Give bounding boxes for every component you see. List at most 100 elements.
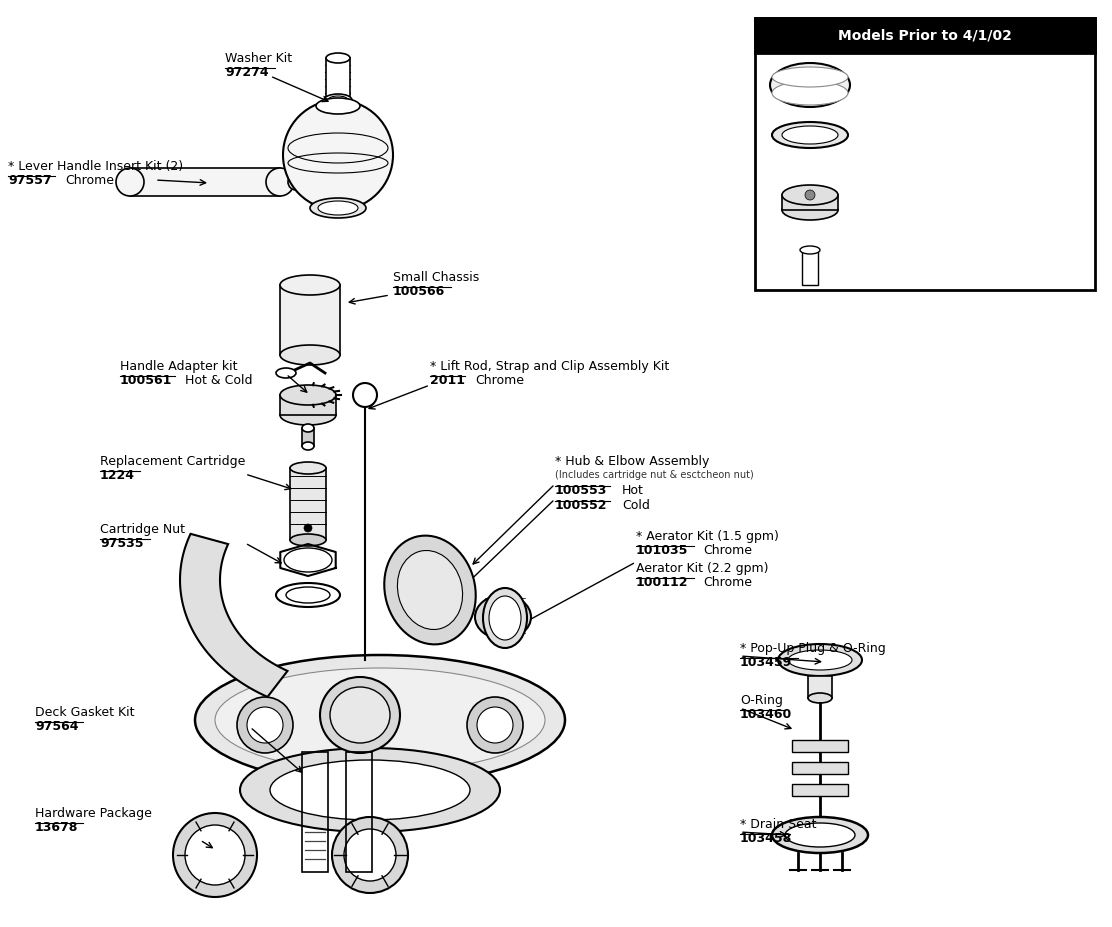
Circle shape bbox=[805, 190, 815, 200]
Ellipse shape bbox=[195, 655, 565, 785]
Ellipse shape bbox=[772, 817, 868, 853]
Ellipse shape bbox=[247, 707, 282, 743]
Text: 103458: 103458 bbox=[739, 832, 792, 845]
Text: * Pop-Up Plug & O-Ring: * Pop-Up Plug & O-Ring bbox=[739, 642, 886, 655]
Text: Chrome: Chrome bbox=[475, 374, 524, 387]
Text: 100112: 100112 bbox=[636, 576, 688, 589]
Bar bbox=[755, 18, 1095, 53]
Bar bbox=[290, 468, 326, 540]
Ellipse shape bbox=[276, 583, 340, 607]
Ellipse shape bbox=[237, 697, 292, 753]
Ellipse shape bbox=[316, 98, 360, 114]
Text: * Hub & Elbow Assembly: * Hub & Elbow Assembly bbox=[555, 455, 709, 468]
Ellipse shape bbox=[240, 748, 500, 832]
Ellipse shape bbox=[475, 595, 532, 639]
Text: Hot: Hot bbox=[622, 484, 644, 497]
Ellipse shape bbox=[280, 275, 340, 295]
Text: 97564: 97564 bbox=[34, 720, 79, 733]
Ellipse shape bbox=[808, 693, 832, 703]
Text: 103460: 103460 bbox=[739, 708, 792, 721]
Text: 97274: 97274 bbox=[225, 66, 269, 79]
Ellipse shape bbox=[489, 596, 522, 640]
Text: 100552: 100552 bbox=[555, 499, 607, 512]
Ellipse shape bbox=[332, 817, 408, 893]
Ellipse shape bbox=[310, 198, 366, 218]
Text: Replacement Cartridge: Replacement Cartridge bbox=[100, 455, 246, 468]
Text: Small Chassis: Small Chassis bbox=[393, 271, 479, 284]
Text: 97557: 97557 bbox=[8, 174, 51, 187]
Ellipse shape bbox=[770, 63, 850, 107]
Text: Handle Adapter kit: Handle Adapter kit bbox=[120, 360, 238, 373]
Ellipse shape bbox=[782, 200, 838, 220]
Bar bbox=[755, 18, 1095, 290]
Ellipse shape bbox=[280, 405, 336, 425]
Text: 97535: 97535 bbox=[100, 537, 143, 550]
Text: Deck Gasket Kit: Deck Gasket Kit bbox=[34, 706, 135, 719]
Ellipse shape bbox=[266, 168, 294, 196]
Ellipse shape bbox=[173, 813, 257, 897]
Text: Hardware Package: Hardware Package bbox=[34, 807, 152, 820]
Bar bbox=[326, 58, 350, 100]
Ellipse shape bbox=[397, 551, 463, 629]
Ellipse shape bbox=[280, 385, 336, 405]
Circle shape bbox=[353, 383, 377, 407]
Ellipse shape bbox=[782, 185, 838, 205]
Text: * Drain Seat: * Drain Seat bbox=[739, 818, 816, 831]
Ellipse shape bbox=[270, 760, 470, 820]
Text: Cold: Cold bbox=[622, 499, 649, 512]
Bar bbox=[792, 762, 848, 774]
Ellipse shape bbox=[116, 168, 143, 196]
Text: 1224: 1224 bbox=[100, 469, 135, 482]
Ellipse shape bbox=[467, 697, 523, 753]
Ellipse shape bbox=[385, 536, 476, 644]
Text: Cartridge Nut: Cartridge Nut bbox=[100, 523, 185, 536]
Ellipse shape bbox=[318, 201, 358, 215]
Ellipse shape bbox=[302, 442, 314, 450]
Bar bbox=[280, 285, 340, 355]
Ellipse shape bbox=[320, 677, 400, 753]
Bar bbox=[346, 752, 373, 872]
Bar bbox=[782, 195, 838, 210]
Text: Chrome: Chrome bbox=[703, 576, 752, 589]
Text: 100553: 100553 bbox=[555, 484, 607, 497]
Text: * Lever Handle Insert Kit (2): * Lever Handle Insert Kit (2) bbox=[8, 160, 183, 173]
Ellipse shape bbox=[782, 126, 838, 144]
Text: Models Prior to 4/1/02: Models Prior to 4/1/02 bbox=[838, 28, 1012, 42]
Ellipse shape bbox=[778, 644, 862, 676]
Ellipse shape bbox=[288, 174, 304, 190]
Ellipse shape bbox=[215, 668, 545, 772]
Ellipse shape bbox=[483, 588, 527, 648]
Ellipse shape bbox=[284, 548, 332, 572]
Ellipse shape bbox=[330, 687, 390, 743]
Text: 100566: 100566 bbox=[393, 285, 445, 298]
Bar bbox=[792, 784, 848, 796]
Bar bbox=[808, 676, 832, 698]
Bar bbox=[792, 740, 848, 752]
Bar bbox=[130, 168, 280, 196]
Ellipse shape bbox=[328, 96, 348, 104]
Ellipse shape bbox=[485, 603, 522, 631]
Text: 2011: 2011 bbox=[430, 374, 465, 387]
Polygon shape bbox=[180, 534, 288, 697]
Text: Hot & Cold: Hot & Cold bbox=[185, 374, 252, 387]
Ellipse shape bbox=[788, 650, 852, 670]
Circle shape bbox=[282, 100, 393, 210]
Text: O-Ring: O-Ring bbox=[739, 694, 783, 707]
Bar bbox=[302, 428, 314, 446]
Ellipse shape bbox=[800, 246, 820, 254]
Ellipse shape bbox=[324, 94, 353, 106]
Ellipse shape bbox=[477, 707, 513, 743]
Ellipse shape bbox=[276, 368, 296, 378]
Text: Chrome: Chrome bbox=[703, 544, 752, 557]
Text: * Lift Rod, Strap and Clip Assembly Kit: * Lift Rod, Strap and Clip Assembly Kit bbox=[430, 360, 669, 373]
Text: Washer Kit: Washer Kit bbox=[225, 52, 292, 65]
Text: Aerator Kit (2.2 gpm): Aerator Kit (2.2 gpm) bbox=[636, 562, 768, 575]
Ellipse shape bbox=[772, 122, 848, 148]
Text: 97556: 97556 bbox=[870, 158, 919, 172]
Text: 103459: 103459 bbox=[739, 656, 792, 669]
Bar bbox=[302, 752, 328, 872]
Ellipse shape bbox=[286, 587, 330, 603]
Bar bbox=[802, 250, 818, 285]
Ellipse shape bbox=[772, 81, 848, 105]
Circle shape bbox=[304, 524, 312, 532]
